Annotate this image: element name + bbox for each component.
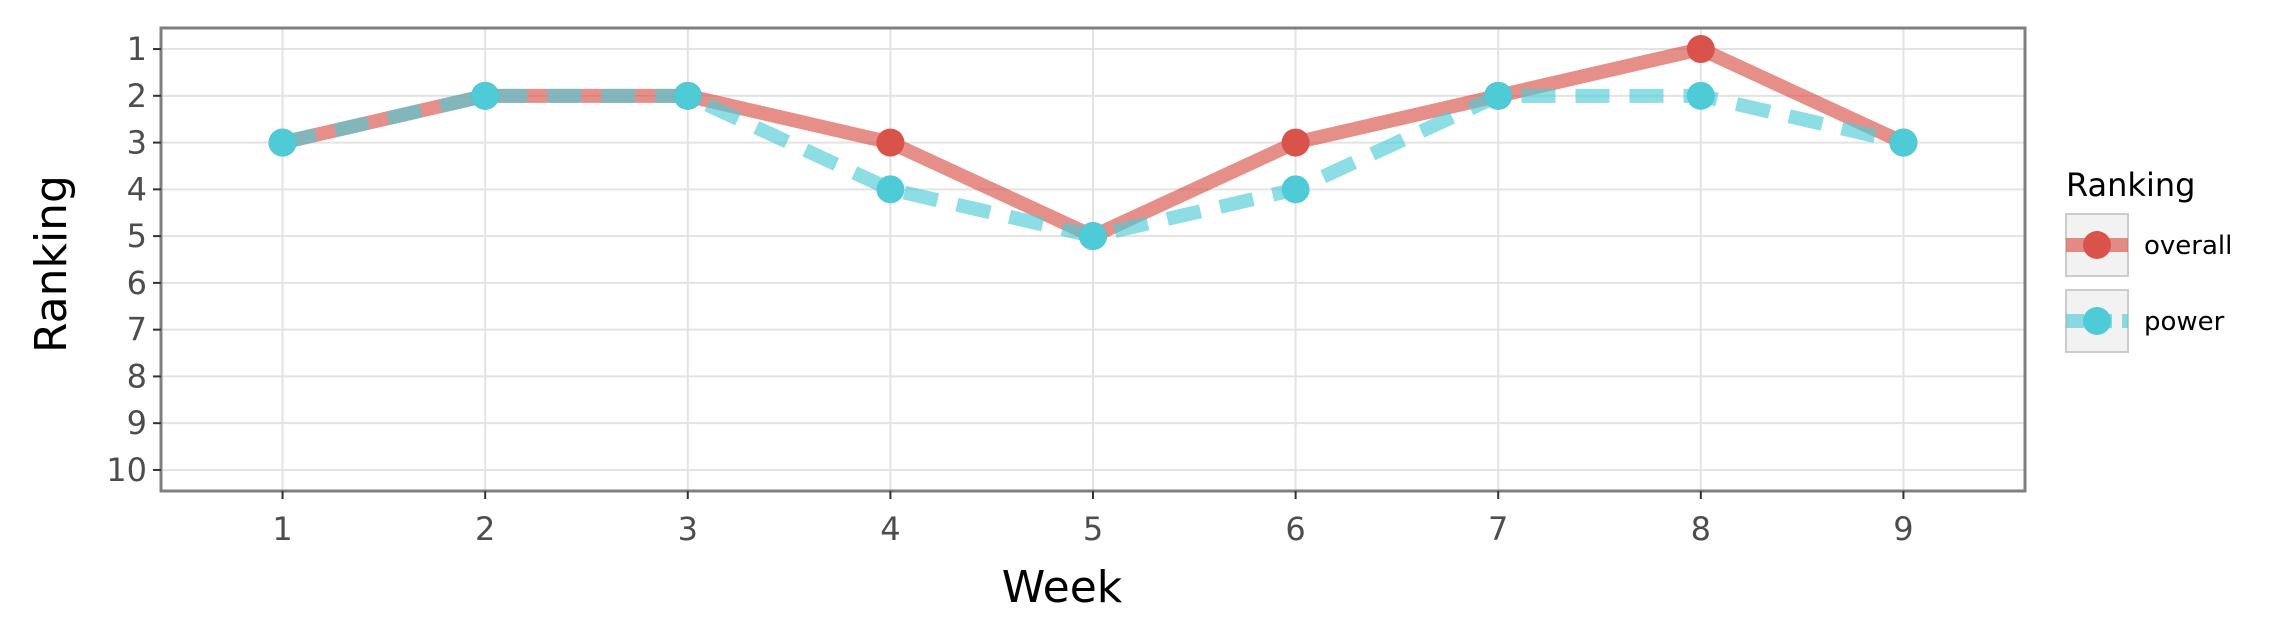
y-tick-label: 2	[127, 77, 147, 115]
legend-keys: overall power	[2065, 213, 2232, 353]
point-power	[1079, 222, 1107, 251]
y-tick-label: 1	[127, 30, 147, 68]
point-power	[1281, 175, 1310, 204]
point-power	[673, 81, 702, 110]
point-power	[471, 81, 500, 110]
legend-key-point	[2083, 231, 2111, 259]
point-overall	[1686, 35, 1715, 64]
point-overall	[1281, 128, 1310, 157]
y-tick-label: 7	[127, 311, 147, 349]
y-tick-label: 10	[106, 451, 147, 489]
y-axis-title: Ranking	[26, 175, 77, 353]
x-tick-label: 6	[1285, 510, 1305, 548]
point-power	[268, 128, 297, 157]
legend: Ranking overall power	[2065, 166, 2232, 353]
y-tick-label: 3	[127, 124, 147, 162]
legend-title: Ranking	[2066, 166, 2195, 204]
axis-ticks: 1 2 3 4 5 6 7 8 9 1 2 3 4 5 6 7 8 9 10	[106, 30, 1913, 548]
legend-key-point	[2083, 307, 2111, 335]
x-tick-label: 9	[1893, 510, 1913, 548]
point-power	[876, 175, 905, 204]
point-power	[1686, 81, 1715, 110]
y-tick-label: 5	[127, 217, 147, 255]
x-tick-label: 5	[1083, 510, 1103, 548]
y-tick-label: 9	[127, 404, 147, 442]
x-axis-title: Week	[1002, 562, 1123, 613]
grid	[161, 28, 2025, 491]
legend-label: power	[2144, 307, 2225, 337]
point-power	[1889, 128, 1918, 157]
x-tick-label: 2	[475, 510, 495, 548]
x-tick-label: 4	[880, 510, 900, 548]
point-power	[1484, 81, 1513, 110]
x-tick-label: 7	[1488, 510, 1508, 548]
x-tick-label: 8	[1691, 510, 1711, 548]
y-tick-label: 4	[127, 170, 147, 208]
x-tick-label: 1	[272, 510, 292, 548]
x-tick-label: 3	[678, 510, 698, 548]
legend-item-overall: overall	[2065, 213, 2232, 277]
point-overall	[876, 128, 905, 157]
y-tick-label: 8	[127, 357, 147, 395]
legend-label: overall	[2144, 231, 2232, 261]
y-tick-label: 6	[127, 264, 147, 302]
series-layer	[268, 35, 1918, 251]
legend-item-power: power	[2065, 289, 2225, 353]
